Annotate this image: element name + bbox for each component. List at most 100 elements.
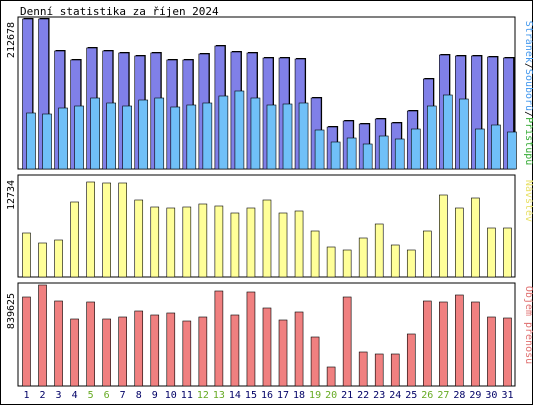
bytes-bar: [310, 336, 320, 387]
x-tick-label: 26: [421, 390, 433, 401]
visits-bar: [38, 242, 47, 278]
visits-bar: [439, 194, 448, 278]
x-tick-label: 19: [309, 390, 321, 401]
visits-bar: [230, 212, 240, 278]
visits-bar: [342, 249, 352, 278]
x-tick-label: 1: [23, 390, 29, 401]
x-tick-label: 8: [136, 390, 142, 401]
x-tick-label: 30: [485, 390, 497, 401]
visits-bar: [358, 237, 368, 278]
x-tick-label: 12: [197, 390, 209, 401]
visits-bar: [278, 212, 288, 278]
x-tick-label: 31: [501, 390, 513, 401]
visits-bar: [166, 207, 176, 278]
pages-bar: [507, 131, 517, 170]
bytes-bar: [230, 314, 240, 387]
legend-hits: Přístupů: [523, 117, 533, 165]
bytes-bar: [374, 353, 384, 387]
bytes-bar: [262, 307, 272, 387]
visits-bar: [262, 199, 272, 278]
pages-bar: [170, 106, 181, 170]
pages-bar: [346, 137, 357, 170]
x-tick-label: 20: [325, 390, 337, 401]
bytes-bar: [246, 291, 256, 387]
visits-bar: [134, 199, 144, 278]
x-tick-label: 4: [72, 390, 78, 401]
pages-bar: [491, 124, 501, 170]
visits-bar: [310, 230, 320, 278]
pages-bar: [122, 105, 132, 170]
bytes-bar: [423, 300, 432, 387]
pages-bar: [26, 112, 36, 170]
bytes-bar: [86, 301, 95, 387]
x-tick-label: 3: [56, 390, 62, 401]
x-tick-label: 25: [405, 390, 417, 401]
x-tick-label: 11: [181, 390, 193, 401]
visits-bar: [118, 182, 127, 278]
bytes-bar: [455, 294, 464, 387]
x-tick-label: 23: [373, 390, 385, 401]
pages-bar: [427, 105, 437, 170]
x-tick-label: 24: [389, 390, 401, 401]
pages-bar: [202, 102, 213, 170]
visits-bar: [198, 203, 208, 278]
legend-visits: Návštěv: [523, 180, 533, 222]
visits-bar: [86, 181, 95, 278]
bytes-bar: [38, 284, 47, 387]
bytes-bar: [471, 301, 480, 387]
pages-bar: [314, 129, 325, 170]
pages-bar: [330, 141, 341, 170]
pages-bar: [106, 102, 116, 170]
visits-bar: [455, 207, 464, 278]
bytes-bar: [166, 312, 176, 387]
pages-bar: [394, 138, 405, 170]
pages-bar: [443, 94, 453, 170]
bytes-bar: [326, 366, 336, 387]
bytes-bar: [487, 316, 496, 387]
visits-bar: [406, 249, 416, 278]
visits-bar: [503, 227, 512, 278]
visits-bar: [390, 244, 400, 278]
visits-bar: [54, 239, 63, 278]
x-tick-label: 21: [341, 390, 353, 401]
legend-bytes: Objem přenosu: [523, 286, 533, 364]
bytes-bar: [358, 351, 368, 387]
visits-bar: [374, 223, 384, 278]
bytes-bar: [134, 310, 144, 387]
bytes-bar: [503, 317, 512, 387]
x-tick-label: 28: [453, 390, 465, 401]
bytes-bar: [70, 318, 79, 387]
pages-bar: [266, 104, 277, 170]
chart-title: Denní statistika za říjen 2024: [20, 5, 219, 18]
x-tick-label: 17: [277, 390, 289, 401]
legend-sep: /: [523, 111, 533, 117]
bytes-bar: [198, 316, 208, 387]
bytes-bar: [278, 319, 288, 387]
pages-bar: [74, 105, 84, 170]
x-tick-label: 13: [213, 390, 225, 401]
x-tick-label: 2: [40, 390, 46, 401]
bytes-bar: [182, 320, 192, 387]
x-tick-label: 10: [165, 390, 177, 401]
bytes-bar: [150, 314, 160, 387]
pages-bar: [154, 97, 165, 170]
x-tick-label: 16: [261, 390, 273, 401]
bytes-bar: [54, 300, 63, 387]
bytes-bar: [214, 290, 224, 387]
visits-ymax-label: 12734: [6, 180, 17, 210]
bytes-legend: Objem přenosu: [523, 286, 533, 364]
pages-bar: [234, 90, 245, 170]
visits-bar: [102, 182, 111, 278]
pages-bar: [250, 97, 261, 170]
pages-bar: [298, 102, 309, 170]
visits-bar: [423, 230, 432, 278]
x-tick-label: 27: [437, 390, 449, 401]
visits-bar: [487, 227, 496, 278]
pages-bar: [186, 104, 197, 170]
visits-bar: [294, 210, 304, 278]
bytes-bar: [342, 296, 352, 387]
hits-ymax-label: 212678: [6, 22, 17, 58]
pages-bar: [282, 103, 293, 170]
visits-bar: [246, 207, 256, 278]
